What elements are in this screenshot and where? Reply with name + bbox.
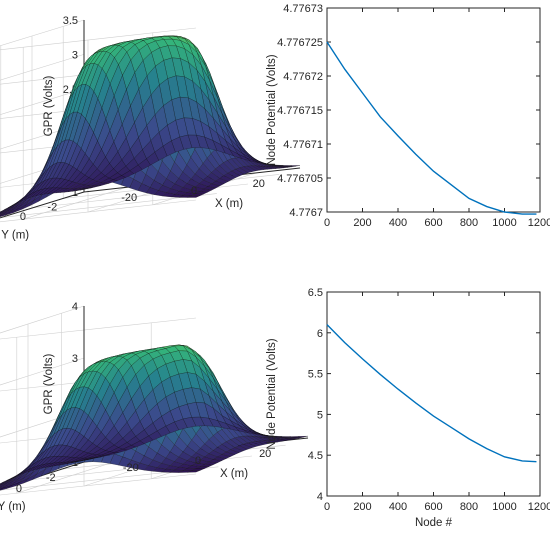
x-tick-label: 1200	[528, 501, 550, 513]
line-plot-top: 0 200 400 600 800 1000 1200 4.7767 4.776705 4.776…	[266, 3, 550, 229]
y-tick-label: 5.5	[308, 369, 323, 381]
y-tick-label: 4.776705	[277, 173, 323, 185]
z-tick-label: 3	[72, 353, 78, 365]
axes-box	[326, 291, 541, 497]
x-tick-label: 0	[324, 217, 330, 229]
y-tick-label: 4.77672	[283, 71, 323, 83]
data-series-line	[326, 41, 537, 215]
x-tick-label: 1000	[492, 501, 516, 513]
y-tick-label: 4.77673	[283, 3, 323, 15]
x-axis-label: X (m)	[220, 468, 248, 480]
surface-plot-top: 11.522.533.5-2002020-2X (m)Y (m)GPR (Vol…	[0, 15, 301, 241]
surface-patch	[79, 187, 93, 191]
x-axis-label: Node #	[415, 517, 453, 529]
y-axis-label: Y (m)	[0, 501, 26, 513]
z-axis-label: GPR (Volts)	[43, 75, 55, 136]
x-tick-label: 1200	[528, 217, 550, 229]
y-axis-label: Node Potential (Volts)	[266, 338, 278, 449]
y-axis-label: Y (m)	[1, 229, 29, 241]
line-plot-bottom: 0 200 400 600 800 1000 1200 4 4.5 5 5.5 6 6.5 Node Po…	[266, 287, 550, 529]
y-tick-label: 4.7767	[289, 207, 323, 219]
x-tick-label: 600	[424, 217, 442, 229]
y-tick-label: 4.776725	[277, 37, 323, 49]
y-tick-label: 4.77671	[283, 139, 323, 151]
axes-box	[326, 7, 541, 213]
z-grid-line	[0, 19, 197, 51]
y-tick-label: 4.776715	[277, 105, 323, 117]
x-tick-label: 800	[460, 501, 478, 513]
z-tick-label: 4	[72, 301, 78, 313]
x-tick-label: 20	[259, 448, 271, 460]
z-tick-label: 1	[72, 187, 78, 199]
y-axis-label: Node Potential (Volts)	[266, 54, 278, 165]
x-tick-label: 0	[191, 185, 197, 197]
y-tick-label: 4	[317, 491, 323, 503]
y-axis-line	[0, 191, 85, 219]
data-series-line	[326, 324, 537, 463]
z-tick-label: 3.5	[63, 15, 78, 27]
x-tick-label: 20	[253, 178, 265, 190]
x-tick-label: 400	[389, 501, 407, 513]
y-grid-line	[0, 193, 217, 218]
y-tick-label: -2	[47, 201, 57, 213]
x-tick-label: 1000	[492, 217, 516, 229]
y-tick-label: 0	[20, 211, 26, 223]
x-tick-label: 600	[424, 501, 442, 513]
x-tick-label: 200	[353, 217, 371, 229]
x-tick-label: 0	[324, 501, 330, 513]
x-tick-label: 200	[353, 501, 371, 513]
z-axis-label: GPR (Volts)	[43, 353, 55, 414]
x-tick-label: 400	[389, 217, 407, 229]
surface-plot-bottom: 1234-2002020-2X (m)Y (m)GPR (Volts)	[0, 301, 309, 513]
x-tick-label: 0	[195, 455, 201, 467]
x-axis-label: X (m)	[215, 198, 243, 210]
x-tick-label: -20	[121, 192, 137, 204]
z-grid-line	[0, 305, 197, 340]
x-tick-label: -20	[123, 462, 139, 474]
y-tick-label: -2	[46, 472, 56, 484]
y-tick-label: 5	[317, 409, 323, 421]
z-tick-label: 3	[72, 49, 78, 61]
surface-patch	[79, 458, 93, 462]
x-tick-label: 800	[460, 217, 478, 229]
y-tick-label: 4.5	[308, 450, 323, 462]
y-tick-label: 0	[16, 483, 22, 495]
y-tick-label: 6.5	[308, 287, 323, 299]
y-tick-label: 6	[317, 328, 323, 340]
